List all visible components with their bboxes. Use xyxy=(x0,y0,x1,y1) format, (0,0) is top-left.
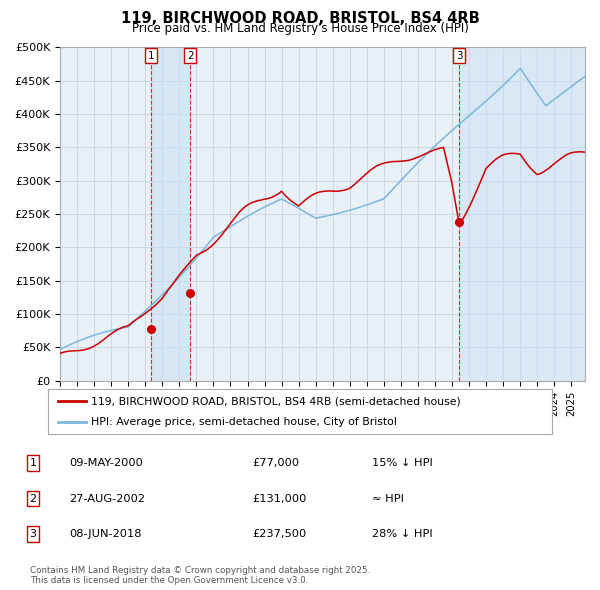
Text: 2: 2 xyxy=(29,494,37,503)
Text: £77,000: £77,000 xyxy=(252,458,299,468)
Text: 1: 1 xyxy=(29,458,37,468)
Text: ≈ HPI: ≈ HPI xyxy=(372,494,404,503)
Text: 3: 3 xyxy=(29,529,37,539)
Text: 28% ↓ HPI: 28% ↓ HPI xyxy=(372,529,433,539)
Text: 09-MAY-2000: 09-MAY-2000 xyxy=(69,458,143,468)
Text: 119, BIRCHWOOD ROAD, BRISTOL, BS4 4RB (semi-detached house): 119, BIRCHWOOD ROAD, BRISTOL, BS4 4RB (s… xyxy=(91,396,461,407)
Bar xyxy=(151,47,190,381)
Text: 08-JUN-2018: 08-JUN-2018 xyxy=(69,529,142,539)
Text: £237,500: £237,500 xyxy=(252,529,306,539)
Text: Contains HM Land Registry data © Crown copyright and database right 2025.
This d: Contains HM Land Registry data © Crown c… xyxy=(30,566,370,585)
Bar xyxy=(460,47,585,381)
Text: Price paid vs. HM Land Registry's House Price Index (HPI): Price paid vs. HM Land Registry's House … xyxy=(131,22,469,35)
Text: 2: 2 xyxy=(187,51,194,61)
Text: HPI: Average price, semi-detached house, City of Bristol: HPI: Average price, semi-detached house,… xyxy=(91,417,397,427)
Text: 3: 3 xyxy=(456,51,463,61)
Text: 119, BIRCHWOOD ROAD, BRISTOL, BS4 4RB: 119, BIRCHWOOD ROAD, BRISTOL, BS4 4RB xyxy=(121,11,479,25)
Text: £131,000: £131,000 xyxy=(252,494,307,503)
Text: 1: 1 xyxy=(148,51,155,61)
Text: 15% ↓ HPI: 15% ↓ HPI xyxy=(372,458,433,468)
Text: 27-AUG-2002: 27-AUG-2002 xyxy=(69,494,145,503)
